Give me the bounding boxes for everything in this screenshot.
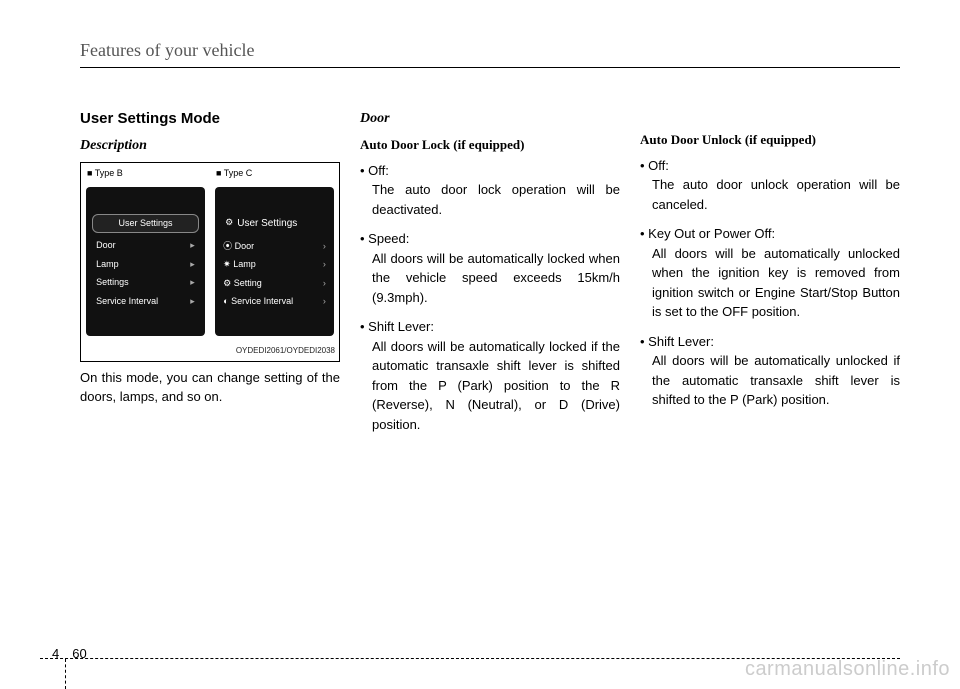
item-body: All doors will be automatically unlocked… xyxy=(640,351,900,410)
section-title: User Settings Mode xyxy=(80,108,340,131)
page-number: 4 60 xyxy=(52,646,87,661)
item-body: All doors will be automatically locked w… xyxy=(360,249,620,308)
page-divider xyxy=(65,659,66,689)
watermark: carmanualsonline.info xyxy=(745,658,950,681)
type-c-screen: ⚙User Settings ⦿ Door› ✷ Lamp› ⚙ Setting… xyxy=(215,187,334,336)
content-columns: User Settings Mode Description ■ Type B … xyxy=(80,108,900,444)
item-label: Shift Lever: xyxy=(360,319,434,334)
type-b-label: ■ Type B xyxy=(87,167,123,181)
chevron-right-icon: ▸ xyxy=(190,258,195,272)
chevron-right-icon: › xyxy=(323,277,326,291)
list-item: Shift Lever: All doors will be automatic… xyxy=(360,317,620,434)
type-b-title: User Settings xyxy=(92,214,199,234)
column-1: User Settings Mode Description ■ Type B … xyxy=(80,108,340,444)
type-c-item-0: ⦿ Door› xyxy=(221,239,328,255)
figure-type-c: ■ Type C ⚙User Settings ⦿ Door› ✷ Lamp› … xyxy=(210,163,339,361)
item-body: The auto door lock operation will be dea… xyxy=(360,180,620,219)
description-subhead: Description xyxy=(80,135,340,156)
item-label: Off: xyxy=(360,163,389,178)
item-label: Off: xyxy=(640,158,669,173)
type-b-item-1: Lamp▸ xyxy=(92,257,199,273)
running-head: Features of your vehicle xyxy=(80,40,254,60)
auto-door-lock-heading: Auto Door Lock (if equipped) xyxy=(360,135,620,155)
chevron-right-icon: › xyxy=(323,295,326,309)
list-item: Off: The auto door unlock operation will… xyxy=(640,156,900,215)
figure-type-b: ■ Type B User Settings Door▸ Lamp▸ Setti… xyxy=(81,163,210,361)
type-b-item-3: Service Interval▸ xyxy=(92,294,199,310)
type-c-title: ⚙User Settings xyxy=(221,214,328,233)
list-item: Off: The auto door lock operation will b… xyxy=(360,161,620,220)
item-body: All doors will be automatically locked i… xyxy=(360,337,620,435)
item-label: Shift Lever: xyxy=(640,334,714,349)
list-item: Shift Lever: All doors will be automatic… xyxy=(640,332,900,410)
column-2: Door Auto Door Lock (if equipped) Off: T… xyxy=(360,108,620,444)
chevron-right-icon: ▸ xyxy=(190,295,195,309)
item-label: Key Out or Power Off: xyxy=(640,226,775,241)
spacer xyxy=(640,108,900,130)
auto-door-unlock-list: Off: The auto door unlock operation will… xyxy=(640,156,900,410)
auto-door-lock-list: Off: The auto door lock operation will b… xyxy=(360,161,620,435)
type-b-screen: User Settings Door▸ Lamp▸ Settings▸ Serv… xyxy=(86,187,205,336)
auto-door-unlock-heading: Auto Door Unlock (if equipped) xyxy=(640,130,900,150)
figure-code: OYDEDI2061/OYDEDI2038 xyxy=(236,345,335,357)
gear-icon: ⚙ xyxy=(225,216,233,230)
chevron-right-icon: ▸ xyxy=(190,276,195,290)
chevron-right-icon: ▸ xyxy=(190,239,195,253)
page-header: Features of your vehicle xyxy=(80,40,900,68)
chevron-right-icon: › xyxy=(323,240,326,254)
column-3: Auto Door Unlock (if equipped) Off: The … xyxy=(640,108,900,444)
type-c-label: ■ Type C xyxy=(216,167,252,181)
col1-body: On this mode, you can change setting of … xyxy=(80,368,340,407)
chevron-right-icon: › xyxy=(323,258,326,272)
type-c-item-3: ◐ Service Interval› xyxy=(221,294,328,310)
section-number: 4 xyxy=(52,646,59,661)
type-c-item-2: ⚙ Setting› xyxy=(221,276,328,292)
item-body: The auto door unlock operation will be c… xyxy=(640,175,900,214)
item-body: All doors will be automatically unlocked… xyxy=(640,244,900,322)
type-b-item-0: Door▸ xyxy=(92,238,199,254)
settings-figure: ■ Type B User Settings Door▸ Lamp▸ Setti… xyxy=(80,162,340,362)
item-label: Speed: xyxy=(360,231,409,246)
list-item: Key Out or Power Off: All doors will be … xyxy=(640,224,900,322)
door-subhead: Door xyxy=(360,108,620,129)
type-b-item-2: Settings▸ xyxy=(92,275,199,291)
type-c-item-1: ✷ Lamp› xyxy=(221,257,328,273)
page-number-value: 60 xyxy=(72,646,86,661)
list-item: Speed: All doors will be automatically l… xyxy=(360,229,620,307)
